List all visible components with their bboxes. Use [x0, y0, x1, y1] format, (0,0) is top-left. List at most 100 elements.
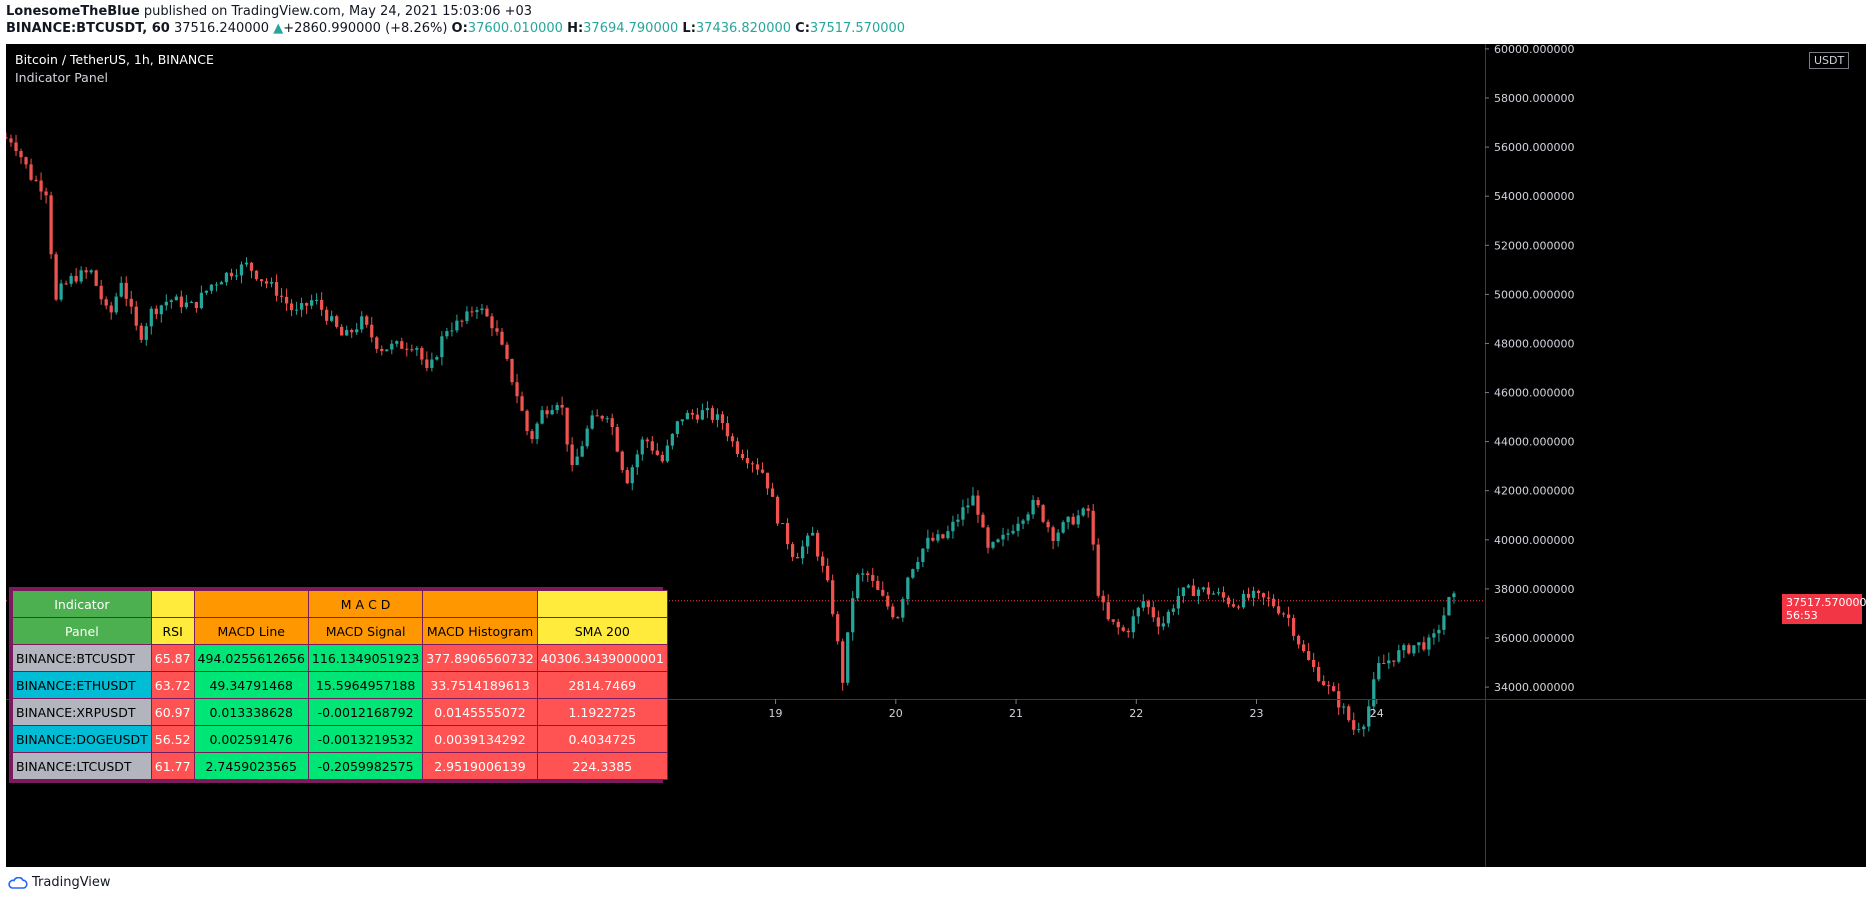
candle-body — [44, 191, 48, 196]
candle-body — [1276, 606, 1281, 614]
header-sma-200: SMA 200 — [536, 617, 668, 645]
header-macd-signal: MACD Signal — [307, 617, 424, 645]
candle-body — [465, 311, 469, 322]
candle-body — [1196, 589, 1201, 596]
candle-body — [1221, 592, 1226, 598]
candle-body — [841, 641, 845, 683]
candle-body — [966, 505, 970, 508]
candle-body — [911, 569, 915, 578]
header-blank-rsi — [150, 590, 195, 618]
candle-body — [274, 282, 279, 296]
macd-signal-cell: -0.0013219532 — [307, 725, 424, 753]
candle-body — [1036, 499, 1040, 506]
macd-line-cell: 494.0255612656 — [193, 644, 309, 672]
candle-body — [490, 316, 494, 329]
macd-line-cell: 0.002591476 — [193, 725, 309, 753]
candle-body — [1357, 729, 1361, 731]
candle-body — [355, 329, 359, 333]
macd-histogram-cell: 377.8906560732 — [422, 644, 538, 672]
candle-body — [1191, 585, 1196, 596]
candle-body — [1397, 650, 1401, 662]
candle-body — [129, 298, 133, 307]
candle-body — [660, 454, 664, 462]
candle-body — [780, 523, 785, 525]
candle-body — [109, 305, 113, 313]
candle-body — [946, 531, 950, 539]
header-blank-macd-line — [193, 590, 309, 618]
candle-body — [264, 281, 269, 284]
candle-body — [1432, 633, 1436, 638]
candle-body — [1422, 642, 1426, 650]
candle-body — [1166, 611, 1170, 624]
candle-body — [931, 537, 935, 541]
open-label: O: — [451, 21, 468, 36]
candle-body — [1442, 615, 1446, 630]
candle-body — [1051, 527, 1055, 542]
header-macd-histogram: MACD Histogram — [422, 617, 538, 645]
candle-body — [139, 325, 143, 340]
candle-body — [405, 348, 409, 350]
candle-body — [515, 382, 519, 397]
candle-body — [1266, 597, 1271, 599]
tradingview-logo[interactable]: TradingView — [8, 875, 111, 890]
sma-200-cell: 224.3385 — [536, 752, 668, 780]
candle-body — [755, 464, 760, 470]
price-tag-value: 37517.570000 — [1786, 595, 1866, 609]
candle-body — [1131, 616, 1135, 633]
header-blank-sma — [536, 590, 668, 618]
candle-body — [1452, 593, 1456, 598]
sma-200-cell: 0.4034725 — [536, 725, 668, 753]
rsi-cell: 56.52 — [150, 725, 195, 753]
chart-title: Bitcoin / TetherUS, 1h, BINANCE — [15, 52, 214, 67]
author-name[interactable]: LonesomeTheBlue — [6, 4, 140, 19]
macd-line-cell: 2.7459023565 — [193, 752, 309, 780]
candle-body — [1141, 601, 1145, 608]
macd-histogram-cell: 0.0145555072 — [422, 698, 538, 726]
candle-body — [745, 458, 750, 464]
candle-body — [385, 349, 389, 352]
high-value: 37694.790000 — [583, 21, 679, 36]
macd-signal-cell: -0.2059982575 — [307, 752, 424, 780]
candle-body — [1181, 587, 1186, 596]
rsi-cell: 61.77 — [150, 752, 195, 780]
candle-body — [124, 282, 128, 299]
low-value: 37436.820000 — [695, 21, 792, 36]
candle-body — [635, 454, 639, 468]
candle-body — [670, 433, 674, 446]
candle-body — [480, 308, 484, 311]
candle-body — [790, 544, 795, 558]
candle-body — [555, 404, 559, 411]
price-tick-label: 34000.000000 — [1494, 681, 1574, 694]
candle-body — [961, 507, 965, 520]
candle-body — [254, 270, 259, 280]
candle-body — [1161, 623, 1165, 627]
candle-body — [1156, 617, 1160, 627]
indicator-name[interactable]: Indicator Panel — [15, 70, 108, 85]
candle-body — [540, 410, 544, 424]
candle-body — [1352, 720, 1356, 730]
candle-body — [1392, 660, 1396, 662]
candle-body — [715, 414, 720, 420]
candle-body — [1322, 681, 1326, 686]
candle-body — [219, 282, 224, 285]
brand-name: TradingView — [32, 875, 111, 890]
candle-body — [1111, 619, 1115, 622]
candle-body — [330, 316, 334, 321]
currency-badge[interactable]: USDT — [1809, 52, 1850, 69]
candle-body — [159, 305, 163, 315]
candle-body — [164, 301, 168, 306]
candle-body — [485, 308, 489, 317]
candle-body — [1176, 595, 1181, 609]
candle-body — [735, 441, 740, 455]
candle-body — [535, 423, 539, 440]
candle-body — [9, 138, 13, 143]
price-tick-label: 40000.000000 — [1494, 534, 1574, 547]
candle-body — [1302, 644, 1306, 652]
candle-body — [831, 580, 835, 615]
candle-body — [1061, 522, 1065, 533]
candle-body — [1312, 659, 1316, 667]
candle-body — [921, 548, 925, 562]
candle-body — [836, 614, 840, 642]
macd-signal-cell: 15.5964957188 — [307, 671, 424, 699]
candle-body — [1206, 587, 1211, 595]
